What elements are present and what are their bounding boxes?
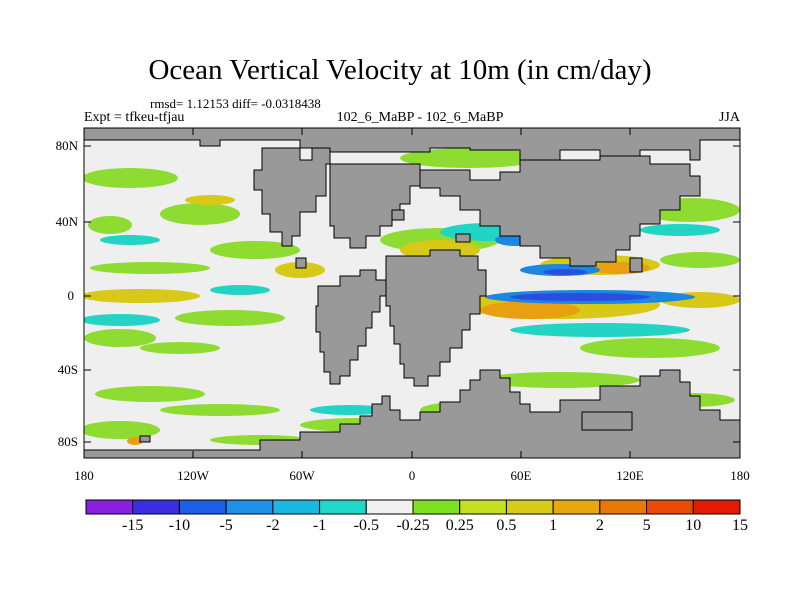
experiment-label: Expt = tfkeu-tfjau	[84, 110, 185, 125]
colorbar-label: 5	[642, 517, 651, 534]
colorbar-label: -0.25	[396, 517, 430, 534]
lon-label-180w: 180	[74, 468, 94, 483]
colorbar-label: -15	[122, 517, 144, 534]
lat-label-80s: 80S	[57, 434, 78, 449]
stats-label: rmsd= 1.12153 diff= -0.0318438	[150, 96, 321, 111]
colorbar-label: -1	[312, 517, 327, 534]
colorbar-label: -0.5	[353, 517, 379, 534]
lon-label-0: 0	[408, 468, 416, 483]
field-deep-blue	[510, 269, 650, 301]
lat-label-40n: 40N	[55, 214, 78, 229]
colorbar-swatch	[365, 499, 414, 515]
lat-label-80n: 80N	[55, 138, 78, 153]
lon-label-60w: 60W	[289, 468, 315, 483]
lon-label-120w: 120W	[177, 468, 209, 483]
colorbar-swatch	[319, 499, 367, 515]
colorbar-label: 0.25	[445, 517, 474, 534]
colorbar-swatch	[85, 499, 134, 515]
lat-label-40s: 40S	[57, 362, 78, 377]
colorbar-swatch	[132, 499, 180, 515]
colorbar-label: 10	[685, 517, 702, 534]
colorbar-swatch	[646, 499, 694, 515]
colorbar-swatch	[178, 499, 227, 515]
axis-ticks	[84, 128, 740, 458]
colorbar-swatch	[599, 499, 648, 515]
colorbar-swatch	[505, 499, 554, 515]
lon-label-180e: 180	[730, 468, 750, 483]
colorbar	[85, 499, 741, 515]
colorbar-swatch	[692, 499, 741, 515]
colorbar-swatch	[459, 499, 507, 515]
colorbar-label: 2	[595, 517, 604, 534]
colorbar-swatch	[552, 499, 601, 515]
lon-label-120e: 120E	[616, 468, 644, 483]
colorbar-label: -5	[219, 517, 233, 534]
colorbar-swatch	[272, 499, 321, 515]
lat-label-0: 0	[67, 288, 75, 303]
land-masses	[84, 128, 740, 458]
colorbar-swatch	[225, 499, 274, 515]
colorbar-label: 0.5	[496, 517, 517, 534]
comparison-label: 102_6_MaBP - 102_6_MaBP	[336, 110, 504, 125]
colorbar-swatch	[412, 499, 461, 515]
lon-label-60e: 60E	[510, 468, 532, 483]
colorbar-label: 1	[549, 517, 558, 534]
colorbar-label: 15	[732, 517, 748, 534]
colorbar-label: -2	[266, 517, 280, 534]
map-title: Ocean Vertical Velocity at 10m (in cm/da…	[148, 54, 652, 86]
colorbar-label: -10	[168, 517, 191, 534]
season-label: JJA	[718, 110, 740, 125]
